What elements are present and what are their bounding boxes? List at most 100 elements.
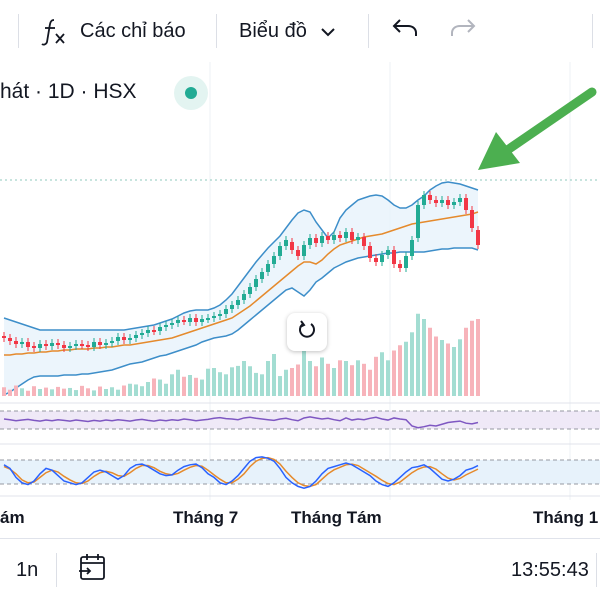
volume-bar	[326, 363, 330, 396]
candle-body	[92, 342, 96, 347]
candle-body	[74, 344, 78, 346]
candle-body	[2, 336, 6, 338]
volume-bar	[422, 319, 426, 396]
interval-label: 1n	[16, 558, 39, 581]
candle-body	[464, 198, 468, 210]
candle-body	[218, 314, 222, 316]
volume-bar	[86, 388, 90, 396]
candle-body	[104, 343, 108, 345]
chart-area[interactable]	[0, 62, 600, 538]
volume-bar	[296, 364, 300, 396]
volume-bar	[404, 341, 408, 396]
x-axis-label: Tháng Tám	[291, 508, 382, 527]
volume-bar	[338, 360, 342, 396]
candle-body	[98, 342, 102, 345]
candle-body	[314, 238, 318, 243]
volume-bar	[56, 386, 60, 396]
volume-bar	[446, 343, 450, 396]
volume-bar	[392, 350, 396, 396]
bollinger-upper-line	[3, 181, 479, 331]
volume-bar	[272, 354, 276, 396]
x-axis-label: ám	[0, 508, 25, 527]
candle-body	[290, 242, 294, 250]
volume-bar	[212, 368, 216, 396]
volume-bar	[284, 369, 288, 396]
volume-bar	[116, 389, 120, 396]
x-axis-label: Tháng 1	[533, 508, 599, 527]
candle-body	[128, 338, 132, 340]
volume-bar	[332, 368, 336, 396]
candle-body	[224, 309, 228, 314]
volume-bar	[188, 375, 192, 396]
volume-bar	[260, 374, 264, 396]
redo-button[interactable]	[450, 0, 476, 62]
volume-bar	[380, 352, 384, 396]
candle-body	[170, 323, 174, 325]
reset-zoom-button[interactable]	[287, 313, 327, 351]
clock[interactable]: 13:55:43	[511, 539, 589, 601]
candle-body	[284, 240, 288, 246]
bollinger-lower-line	[3, 247, 479, 396]
candle-body	[476, 230, 480, 245]
volume-bar	[44, 387, 48, 396]
volume-bar	[38, 389, 42, 396]
symbol-info[interactable]: hát · 1D · HSX	[0, 80, 137, 103]
volume-bar	[302, 350, 306, 396]
volume-bar	[464, 327, 468, 396]
candle-body	[188, 318, 192, 322]
indicators-label: Các chỉ báo	[80, 19, 186, 42]
volume-bar	[290, 368, 294, 396]
candle-body	[122, 337, 126, 340]
volume-bar	[122, 385, 126, 396]
candle-body	[248, 287, 252, 294]
candle-body	[14, 341, 18, 344]
candle-body	[38, 344, 42, 348]
indicators-button[interactable]: Các chỉ báo	[40, 0, 186, 62]
volume-bar	[224, 374, 228, 396]
undo-button[interactable]	[392, 0, 418, 62]
volume-bar	[152, 378, 156, 396]
candle-body	[212, 316, 216, 318]
candle-body	[242, 294, 246, 300]
reset-zoom-icon	[297, 319, 317, 345]
volume-bar	[266, 361, 270, 396]
stochastic-k-line	[3, 456, 479, 489]
interval-button[interactable]: 1n	[16, 539, 38, 601]
market-status-dot-icon[interactable]	[174, 76, 208, 110]
volume-bar	[146, 382, 150, 396]
candle-body	[260, 272, 264, 279]
candle-body	[320, 236, 324, 243]
price-chart[interactable]	[0, 62, 600, 538]
footer-separator	[596, 553, 597, 587]
volume-bar	[62, 388, 66, 396]
candle-body	[398, 264, 402, 268]
calendar-goto-icon	[78, 552, 108, 588]
goto-date-button[interactable]	[78, 539, 108, 601]
candle-body	[116, 337, 120, 341]
candle-body	[368, 246, 372, 258]
candle-body	[56, 343, 60, 345]
volume-bar	[344, 361, 348, 396]
volume-bar	[8, 389, 12, 396]
volume-bar	[320, 357, 324, 396]
candle-body	[332, 235, 336, 240]
candle-body	[446, 200, 450, 205]
top-toolbar: Các chỉ báo Biểu đồ	[0, 0, 600, 62]
volume-bar	[158, 379, 162, 396]
volume-bar	[416, 313, 420, 396]
candle-body	[266, 264, 270, 272]
volume-bar	[176, 369, 180, 396]
volume-bar	[218, 372, 222, 396]
volume-bar	[278, 376, 282, 396]
candle-body	[194, 318, 198, 322]
chart-type-button[interactable]: Biểu đồ	[239, 0, 335, 62]
bollinger-middle-line	[4, 211, 479, 356]
volume-bar	[128, 383, 132, 396]
volume-bar	[314, 366, 318, 396]
volume-bar	[2, 387, 6, 396]
candle-body	[344, 232, 348, 238]
redo-icon	[450, 18, 476, 44]
candle-body	[158, 327, 162, 331]
volume-bar	[242, 361, 246, 396]
candle-body	[458, 198, 462, 202]
